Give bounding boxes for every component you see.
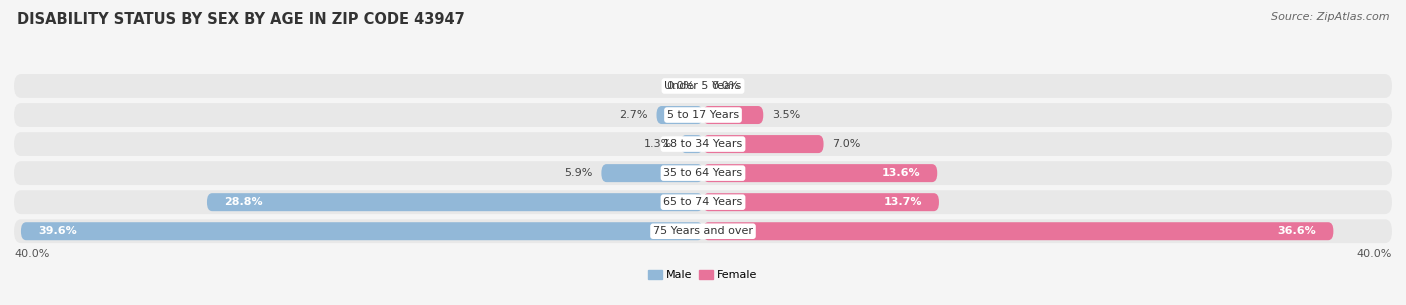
FancyBboxPatch shape: [14, 161, 1392, 185]
Text: 40.0%: 40.0%: [1357, 249, 1392, 259]
Text: 13.6%: 13.6%: [882, 168, 920, 178]
FancyBboxPatch shape: [703, 193, 939, 211]
Text: DISABILITY STATUS BY SEX BY AGE IN ZIP CODE 43947: DISABILITY STATUS BY SEX BY AGE IN ZIP C…: [17, 12, 464, 27]
Text: 0.0%: 0.0%: [666, 81, 695, 91]
Text: 3.5%: 3.5%: [772, 110, 800, 120]
FancyBboxPatch shape: [657, 106, 703, 124]
Text: 39.6%: 39.6%: [38, 226, 77, 236]
Text: 40.0%: 40.0%: [14, 249, 49, 259]
FancyBboxPatch shape: [14, 132, 1392, 156]
Text: 35 to 64 Years: 35 to 64 Years: [664, 168, 742, 178]
Legend: Male, Female: Male, Female: [644, 265, 762, 285]
Text: 7.0%: 7.0%: [832, 139, 860, 149]
FancyBboxPatch shape: [14, 74, 1392, 98]
Text: 36.6%: 36.6%: [1278, 226, 1316, 236]
FancyBboxPatch shape: [703, 164, 938, 182]
Text: 5 to 17 Years: 5 to 17 Years: [666, 110, 740, 120]
Text: 13.7%: 13.7%: [883, 197, 922, 207]
FancyBboxPatch shape: [703, 106, 763, 124]
Text: 5.9%: 5.9%: [564, 168, 593, 178]
FancyBboxPatch shape: [14, 190, 1392, 214]
FancyBboxPatch shape: [14, 103, 1392, 127]
Text: 2.7%: 2.7%: [620, 110, 648, 120]
Text: 0.0%: 0.0%: [711, 81, 740, 91]
Text: Under 5 Years: Under 5 Years: [665, 81, 741, 91]
Text: 75 Years and over: 75 Years and over: [652, 226, 754, 236]
Text: 18 to 34 Years: 18 to 34 Years: [664, 139, 742, 149]
FancyBboxPatch shape: [14, 219, 1392, 243]
FancyBboxPatch shape: [703, 222, 1333, 240]
Text: Source: ZipAtlas.com: Source: ZipAtlas.com: [1271, 12, 1389, 22]
FancyBboxPatch shape: [703, 135, 824, 153]
Text: 28.8%: 28.8%: [224, 197, 263, 207]
FancyBboxPatch shape: [21, 222, 703, 240]
Text: 1.3%: 1.3%: [644, 139, 672, 149]
Text: 65 to 74 Years: 65 to 74 Years: [664, 197, 742, 207]
FancyBboxPatch shape: [207, 193, 703, 211]
FancyBboxPatch shape: [602, 164, 703, 182]
FancyBboxPatch shape: [681, 135, 703, 153]
